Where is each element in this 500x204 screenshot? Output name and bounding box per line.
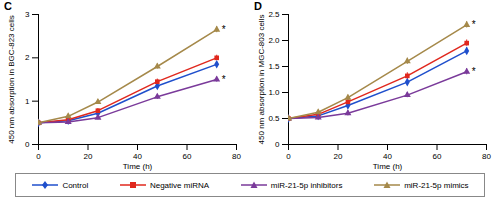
- svg-text:*: *: [222, 74, 226, 85]
- svg-text:40: 40: [133, 152, 142, 161]
- svg-text:0: 0: [275, 140, 280, 149]
- html-text:C: C: [4, 0, 12, 12]
- svg-text:80: 80: [232, 152, 241, 161]
- svg-text:0.5: 0.5: [268, 114, 280, 123]
- svg-text:1.5: 1.5: [268, 62, 280, 71]
- svg-text:*: *: [472, 19, 476, 30]
- svg-text:Time (h): Time (h): [373, 162, 403, 171]
- svg-text:80: 80: [482, 152, 491, 161]
- svg-text:*: *: [222, 24, 226, 35]
- svg-text:60: 60: [433, 152, 442, 161]
- svg-text:60: 60: [183, 152, 192, 161]
- svg-text:450 nm absorption in BGC-823 c: 450 nm absorption in BGC-823 cells: [7, 15, 16, 144]
- html-text:D: D: [254, 0, 262, 12]
- html-text:miR-21-5p mimics: miR-21-5p mimics: [404, 180, 469, 190]
- svg-text:1.0: 1.0: [268, 88, 280, 97]
- svg-text:2.0: 2.0: [268, 36, 280, 45]
- svg-text:*: *: [472, 66, 476, 77]
- svg-text:0: 0: [25, 140, 30, 149]
- svg-text:0: 0: [286, 152, 291, 161]
- svg-text:450 nm absorption in MGC-803 c: 450 nm absorption in MGC-803 cells: [257, 15, 266, 145]
- svg-text:1: 1: [25, 97, 30, 106]
- html-text:Control: Control: [62, 180, 89, 190]
- html-text:miR-21-5p inhibitors: miR-21-5p inhibitors: [270, 180, 343, 190]
- svg-text:40: 40: [383, 152, 392, 161]
- svg-text:20: 20: [334, 152, 343, 161]
- html-text:Negative miRNA: Negative miRNA: [149, 180, 210, 190]
- svg-text:20: 20: [84, 152, 93, 161]
- svg-text:2: 2: [25, 53, 30, 62]
- svg-text:0: 0: [36, 152, 41, 161]
- svg-text:Time (h): Time (h): [123, 162, 153, 171]
- svg-text:2.5: 2.5: [268, 10, 280, 19]
- svg-text:3: 3: [25, 10, 30, 19]
